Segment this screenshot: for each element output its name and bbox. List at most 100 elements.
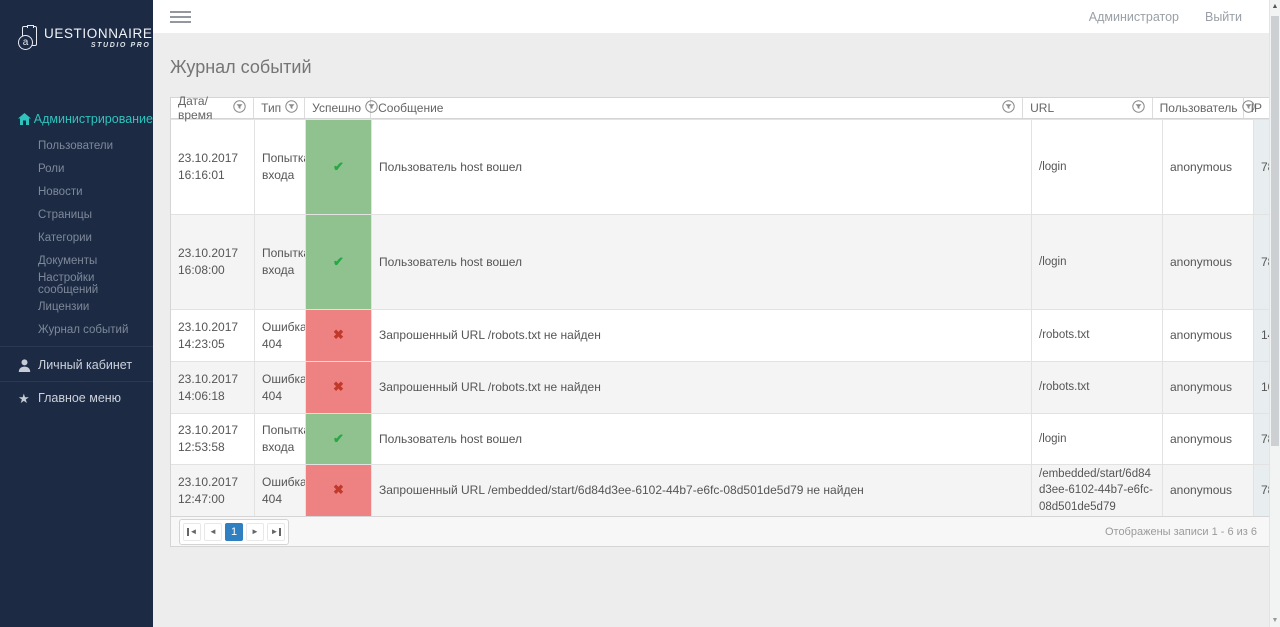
user-menu-link[interactable]: Администратор bbox=[1088, 9, 1179, 24]
seek-last-icon: ► bbox=[271, 527, 282, 536]
cell-datetime: 23.10.2017 14:23:05 bbox=[171, 310, 255, 361]
cell-success: ✖ bbox=[306, 362, 372, 413]
pager-status-text: Отображены записи 1 - 6 из 6 bbox=[1104, 525, 1257, 538]
brand-name: UESTIONNAIRE bbox=[44, 26, 153, 41]
table-row[interactable]: 23.10.2017 14:06:18 Ошибка 404 ✖ Запрошен… bbox=[171, 361, 1269, 413]
logout-link[interactable]: Выйти bbox=[1204, 9, 1242, 24]
person-icon bbox=[18, 358, 38, 372]
cell-user: anonymous bbox=[1163, 215, 1254, 309]
cell-success: ✖ bbox=[306, 465, 372, 516]
cell-datetime: 23.10.2017 14:06:18 bbox=[171, 362, 255, 413]
sidebar-item-documents[interactable]: Документы bbox=[38, 254, 98, 267]
brand-logo[interactable]: a UESTIONNAIRE STUDIO PRO bbox=[17, 24, 153, 54]
cell-ip: 78 bbox=[1254, 414, 1269, 464]
pager-first-button[interactable]: ◄ bbox=[183, 522, 201, 541]
home-icon bbox=[18, 113, 34, 125]
cell-success: ✖ bbox=[306, 310, 372, 361]
sidebar-item-personal-cabinet[interactable]: Личный кабинет bbox=[0, 352, 153, 378]
column-header-datetime[interactable]: Дата/время bbox=[171, 94, 255, 122]
cell-url: /login bbox=[1032, 215, 1163, 309]
cell-type: Ошибка 404 bbox=[255, 465, 306, 516]
page-title: Журнал событий bbox=[170, 57, 312, 77]
cell-success: ✔ bbox=[306, 120, 372, 214]
column-header-ip[interactable]: IP bbox=[1250, 101, 1262, 115]
table-row[interactable]: 23.10.2017 16:16:01 Попытка входа ✔ Польз… bbox=[171, 119, 1269, 214]
filter-icon[interactable] bbox=[1002, 100, 1015, 116]
cell-ip: 10 bbox=[1254, 362, 1269, 413]
sidebar-item-event-log[interactable]: Журнал событий bbox=[38, 323, 129, 336]
sidebar-item-users[interactable]: Пользователи bbox=[38, 139, 114, 152]
scroll-up-icon[interactable]: ▲ bbox=[1271, 3, 1279, 10]
pager-next-button[interactable]: ► bbox=[246, 522, 264, 541]
grid-header-row: Дата/время Тип Успешно Сообщение URL Пол… bbox=[171, 94, 1269, 122]
menu-icon[interactable] bbox=[170, 11, 191, 26]
cell-datetime: 23.10.2017 16:08:00 bbox=[171, 215, 255, 309]
column-header-success[interactable]: Успешно bbox=[305, 98, 378, 118]
column-header-type[interactable]: Тип bbox=[254, 98, 306, 118]
filter-icon[interactable] bbox=[285, 100, 298, 116]
scroll-down-icon[interactable]: ▼ bbox=[1271, 617, 1279, 624]
grid-pager: ◄ ◄ 1 ► ► Отображены записи 1 - 6 из 6 bbox=[171, 516, 1269, 546]
sidebar-item-categories[interactable]: Категории bbox=[38, 231, 92, 244]
sidebar-item-label: Администрирование bbox=[33, 112, 153, 126]
table-row[interactable]: 23.10.2017 12:53:58 Попытка входа ✔ Польз… bbox=[171, 413, 1269, 464]
filter-icon[interactable] bbox=[233, 100, 246, 116]
cell-message: Запрошенный URL /embedded/start/6d84d3ee… bbox=[372, 465, 1032, 516]
table-row[interactable]: 23.10.2017 16:08:00 Попытка входа ✔ Польз… bbox=[171, 214, 1269, 309]
main-content: Журнал событий Дата/время Тип Успешно Со… bbox=[153, 33, 1280, 627]
sidebar-item-label: Главное меню bbox=[38, 391, 122, 405]
sidebar-item-pages[interactable]: Страницы bbox=[38, 208, 92, 221]
cell-type: Ошибка 404 bbox=[255, 362, 306, 413]
cell-message: Пользователь host вошел bbox=[372, 120, 1032, 214]
column-header-message[interactable]: Сообщение bbox=[371, 98, 1024, 118]
sidebar-divider bbox=[0, 346, 153, 347]
cell-ip: 78 bbox=[1254, 215, 1269, 309]
cell-datetime: 23.10.2017 16:16:01 bbox=[171, 120, 255, 214]
scrollbar-thumb[interactable] bbox=[1271, 16, 1279, 446]
cell-url: /robots.txt bbox=[1032, 362, 1163, 413]
filter-icon[interactable] bbox=[1241, 100, 1255, 116]
sidebar-item-main-menu[interactable]: ★ Главное меню bbox=[0, 385, 153, 411]
cell-type: Ошибка 404 bbox=[255, 310, 306, 361]
cell-success: ✔ bbox=[306, 414, 372, 464]
event-log-grid: Дата/время Тип Успешно Сообщение URL Пол… bbox=[170, 94, 1270, 547]
check-icon: ✔ bbox=[333, 158, 344, 174]
cell-ip: 78 bbox=[1254, 120, 1269, 214]
cell-ip: 14 bbox=[1254, 310, 1269, 361]
filter-icon[interactable] bbox=[365, 100, 378, 116]
cross-icon: ✖ bbox=[333, 482, 344, 498]
cell-message: Пользователь host вошел bbox=[372, 414, 1032, 464]
column-header-url[interactable]: URL bbox=[1023, 98, 1153, 118]
sidebar-item-label: Личный кабинет bbox=[38, 358, 133, 372]
cell-message: Пользователь host вошел bbox=[372, 215, 1032, 309]
sidebar-item-administration[interactable]: Администрирование bbox=[0, 106, 153, 132]
sidebar-item-roles[interactable]: Роли bbox=[38, 162, 65, 175]
pager-last-button[interactable]: ► bbox=[267, 522, 285, 541]
sidebar-item-message-settings[interactable]: Настройки сообщений bbox=[38, 271, 99, 296]
cross-icon: ✖ bbox=[333, 379, 344, 395]
table-row[interactable]: 23.10.2017 12:47:00 Ошибка 404 ✖ Запрошен… bbox=[171, 464, 1269, 516]
cell-type: Попытка входа bbox=[255, 215, 306, 309]
filter-icon[interactable] bbox=[1131, 100, 1145, 116]
arrow-right-icon: ► bbox=[251, 527, 259, 536]
cross-icon: ✖ bbox=[333, 327, 344, 343]
column-header-user[interactable]: Пользователь bbox=[1153, 98, 1255, 118]
sidebar-item-licenses[interactable]: Лицензии bbox=[38, 300, 90, 313]
cell-type: Попытка входа bbox=[255, 414, 306, 464]
sidebar-item-news[interactable]: Новости bbox=[38, 185, 83, 198]
cell-user: anonymous bbox=[1163, 414, 1254, 464]
cell-url: /robots.txt bbox=[1032, 310, 1163, 361]
cell-url: /embedded/start/6d84d3ee-6102-44b7-e6fc-… bbox=[1032, 465, 1163, 516]
pager-page-1-button[interactable]: 1 bbox=[225, 522, 243, 541]
check-icon: ✔ bbox=[333, 430, 344, 446]
questionnaire-logo-icon: a bbox=[17, 24, 41, 54]
cell-message: Запрошенный URL /robots.txt не найден bbox=[372, 310, 1032, 361]
cell-datetime: 23.10.2017 12:47:00 bbox=[171, 465, 255, 516]
cell-url: /login bbox=[1032, 414, 1163, 464]
pager-prev-button[interactable]: ◄ bbox=[204, 522, 222, 541]
table-row[interactable]: 23.10.2017 14:23:05 Ошибка 404 ✖ Запрошен… bbox=[171, 309, 1269, 361]
cell-user: anonymous bbox=[1163, 120, 1254, 214]
vertical-scrollbar[interactable]: ▲ ▼ bbox=[1269, 0, 1280, 627]
cell-user: anonymous bbox=[1163, 310, 1254, 361]
topbar: Администратор Выйти bbox=[153, 0, 1280, 33]
